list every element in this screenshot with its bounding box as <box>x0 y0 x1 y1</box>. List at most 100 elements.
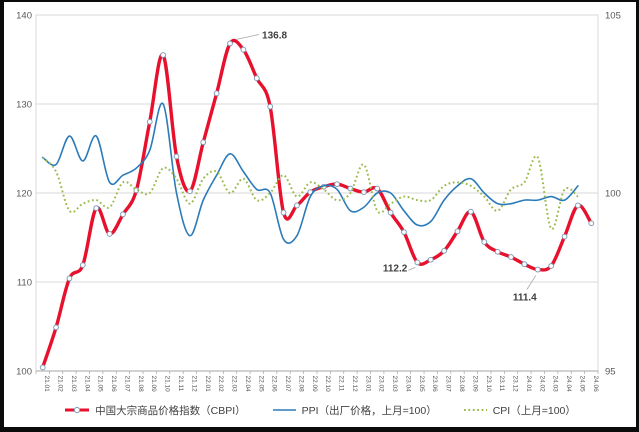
cbpi-data-marker <box>521 261 528 268</box>
y-right-tick-label: 100 <box>605 189 621 200</box>
x-tick-label: 21.08 <box>137 376 144 393</box>
annotation-leader-line <box>408 267 416 271</box>
cbpi-data-marker <box>454 228 461 235</box>
x-tick-label: 22.02 <box>217 376 224 393</box>
annotation-leader-line <box>526 275 537 290</box>
x-tick-label: 22.05 <box>257 376 264 393</box>
cbpi-data-marker <box>253 75 260 82</box>
x-tick-label: 21.04 <box>83 376 90 393</box>
x-tick-label: 23.01 <box>364 376 371 393</box>
x-tick-label: 21.07 <box>123 376 130 393</box>
y-left-tick-label: 100 <box>16 367 32 378</box>
x-tick-label: 21.10 <box>164 376 171 393</box>
x-tick-label: 21.01 <box>43 376 50 393</box>
x-tick-label: 21.09 <box>150 376 157 393</box>
cbpi-data-marker <box>494 248 501 255</box>
ppi-legend-swatch-icon <box>272 409 296 411</box>
cbpi-legend-swatch-icon <box>65 406 90 414</box>
cbpi-data-marker <box>427 256 434 263</box>
cbpi-data-marker <box>213 90 220 97</box>
legend-label-cbpi: 中国大宗商品价格指数（CBPI） <box>95 404 246 417</box>
cpi-legend-swatch-icon <box>463 409 487 411</box>
legend-item-cpi: CPI（上月=100） <box>463 403 576 418</box>
cbpi-data-marker <box>173 153 180 160</box>
cbpi-data-marker <box>414 259 421 266</box>
y-left-tick-label: 140 <box>16 11 32 22</box>
x-tick-label: 22.09 <box>311 376 318 393</box>
y-left-tick-label: 120 <box>16 189 32 200</box>
chart-legend: 中国大宗商品价格指数（CBPI） PPI（出厂价格，上月=100） CPI（上月… <box>4 401 636 419</box>
cbpi-data-marker <box>334 181 340 188</box>
cbpi-data-marker <box>561 233 568 240</box>
cbpi-data-marker <box>186 188 193 195</box>
y-left-tick-label: 110 <box>17 278 32 289</box>
x-tick-label: 21.06 <box>110 376 117 393</box>
cbpi-data-marker <box>106 231 113 237</box>
y-left-tick-label: 130 <box>16 100 32 111</box>
legend-item-ppi: PPI（出厂价格，上月=100） <box>272 403 437 418</box>
cbpi-data-marker <box>534 266 541 273</box>
x-tick-label: 22.11 <box>338 376 345 392</box>
cbpi-data-marker <box>387 209 394 216</box>
x-tick-label: 21.02 <box>57 376 64 393</box>
x-tick-label: 24.02 <box>538 376 545 393</box>
y-right-tick-label: 105 <box>605 11 621 22</box>
x-tick-label: 24.04 <box>565 376 572 393</box>
cbpi-data-marker <box>294 202 300 209</box>
cbpi-data-marker <box>53 324 59 331</box>
x-tick-label: 22.08 <box>297 376 304 393</box>
legend-label-cpi: CPI（上月=100） <box>492 404 576 417</box>
x-tick-label: 21.11 <box>177 376 184 392</box>
cbpi-data-marker <box>200 139 207 146</box>
x-tick-label: 22.10 <box>324 376 331 393</box>
x-tick-label: 22.12 <box>351 376 358 393</box>
x-tick-label: 21.05 <box>97 376 104 393</box>
legend-label-ppi: PPI（出厂价格，上月=100） <box>301 404 437 417</box>
ppi-series-line <box>41 102 579 244</box>
cbpi-data-marker <box>160 52 167 58</box>
cbpi-data-marker <box>240 46 247 53</box>
x-tick-label: 22.07 <box>284 376 291 393</box>
cbpi-data-marker <box>467 208 474 215</box>
cbpi-data-marker <box>508 254 514 260</box>
x-tick-label: 23.08 <box>458 376 465 393</box>
cbpi-data-marker <box>374 185 381 192</box>
annotation-leader-line <box>235 34 260 40</box>
cbpi-data-marker <box>93 205 100 212</box>
cbpi-data-marker <box>267 103 274 110</box>
x-tick-label: 21.03 <box>70 376 77 393</box>
annotation-label-136.8: 136.8 <box>262 30 287 41</box>
cbpi-data-marker <box>39 364 46 371</box>
x-tick-label: 24.03 <box>552 376 559 393</box>
x-tick-label: 22.01 <box>204 376 211 393</box>
cbpi-data-marker <box>401 229 407 236</box>
x-tick-label: 23.07 <box>445 376 452 393</box>
x-tick-label: 23.06 <box>431 376 438 393</box>
x-tick-label: 22.06 <box>271 376 278 393</box>
cbpi-data-marker <box>548 263 555 269</box>
cbpi-data-marker <box>360 189 367 196</box>
x-tick-label: 21.12 <box>190 376 197 393</box>
cbpi-data-marker <box>66 275 73 282</box>
x-tick-label: 23.09 <box>471 376 478 393</box>
x-tick-label: 23.03 <box>391 376 398 393</box>
x-tick-label: 24.05 <box>578 376 585 393</box>
x-tick-label: 23.02 <box>378 376 385 393</box>
annotation-label-111.4: 111.4 <box>513 293 537 304</box>
cbpi-data-marker <box>481 239 488 245</box>
cbpi-data-marker <box>575 202 581 209</box>
cbpi-data-marker <box>227 40 233 47</box>
chart-plot-area: 100 110 120 130 140 95 100 105 21.01 21.02 21.03 21… <box>16 11 621 393</box>
x-tick-label: 22.03 <box>231 376 238 393</box>
x-tick-label: 23.11 <box>498 376 505 392</box>
cbpi-data-marker <box>588 220 595 227</box>
x-tick-label: 23.10 <box>485 376 492 393</box>
x-tick-label: 23.12 <box>512 376 519 393</box>
y-right-tick-label: 95 <box>605 367 616 378</box>
cbpi-data-marker <box>280 209 287 216</box>
x-tick-label: 22.04 <box>244 376 251 393</box>
annotation-label-112.2: 112.2 <box>383 263 408 274</box>
x-tick-label: 24.06 <box>592 376 599 393</box>
x-tick-label: 23.05 <box>418 376 425 393</box>
